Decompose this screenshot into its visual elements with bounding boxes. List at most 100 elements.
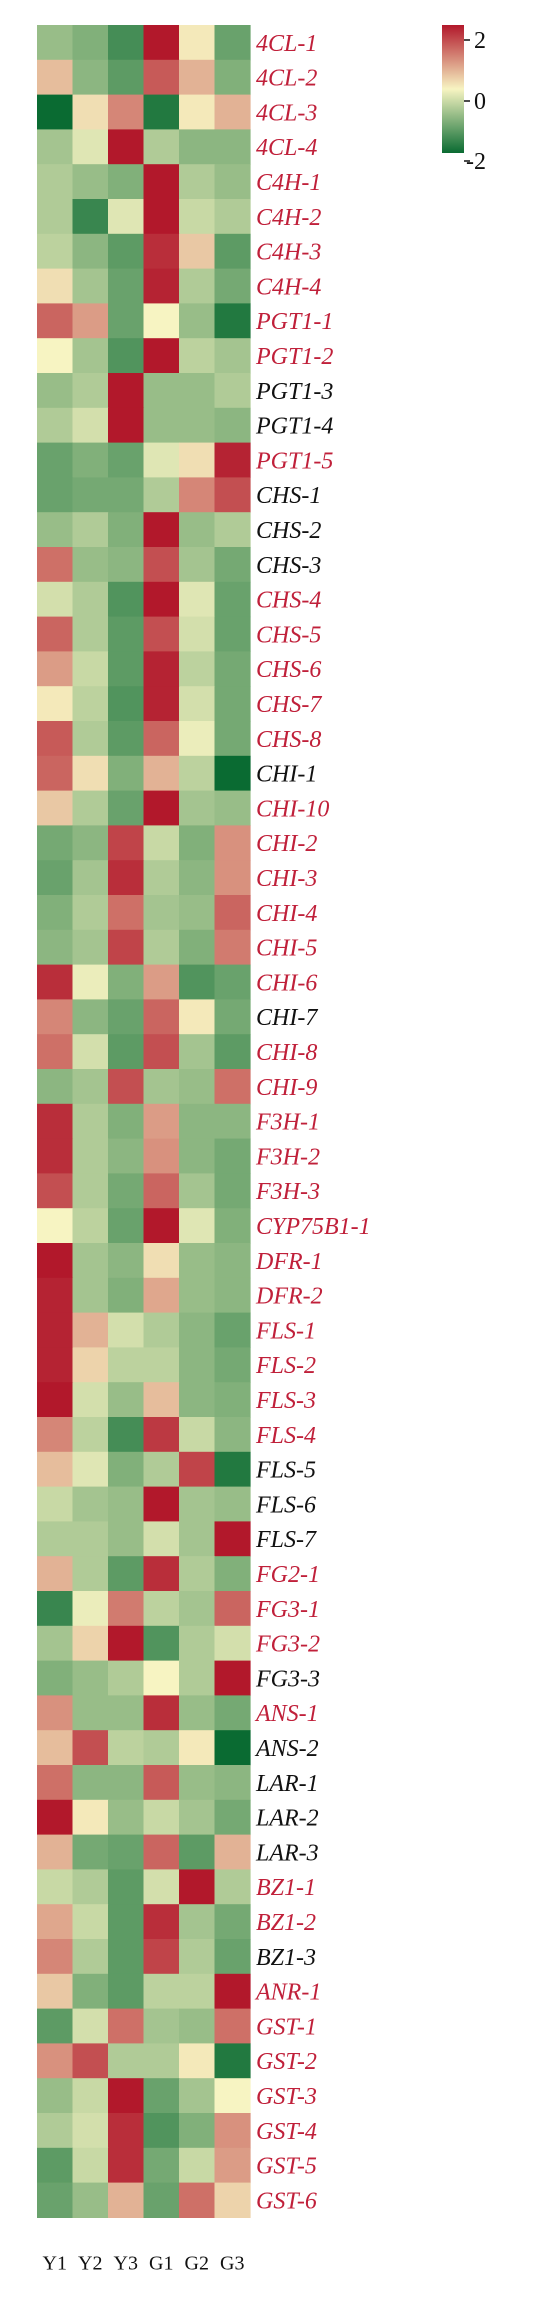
heatmap-cell: [179, 1034, 216, 1070]
heatmap-cell: [72, 477, 109, 513]
heatmap-cell: [37, 59, 74, 96]
heatmap-cell: [143, 825, 180, 861]
heatmap-cell: [143, 616, 180, 652]
heatmap-cell: [37, 1103, 74, 1140]
row-label: LAR-3: [255, 1840, 319, 1866]
heatmap-cell: [143, 1451, 180, 1488]
row-label: CHS-1: [256, 483, 321, 509]
heatmap-cell: [143, 1208, 180, 1244]
colorbar-tick-high: 2: [474, 28, 486, 54]
heatmap-cell: [143, 407, 180, 444]
heatmap-cell: [179, 1799, 216, 1836]
heatmap-cell: [143, 1730, 180, 1766]
heatmap-cell: [214, 477, 251, 513]
heatmap-cell: [108, 755, 145, 792]
heatmap-cell: [214, 233, 251, 270]
heatmap-cell: [214, 2008, 251, 2044]
heatmap-cell: [179, 929, 216, 966]
row-label: C4H-1: [256, 170, 321, 196]
heatmap-cell: [72, 1347, 109, 1383]
heatmap-cell: [143, 1973, 180, 2010]
heatmap-cell: [179, 1417, 216, 1453]
heatmap-cell: [72, 1591, 109, 1627]
heatmap-cell: [108, 1451, 145, 1488]
heatmap-cell: [37, 964, 74, 1000]
heatmap-cell: [108, 2182, 145, 2218]
row-label: CHI-10: [256, 796, 329, 822]
heatmap-cell: [72, 1034, 109, 1070]
heatmap-cell: [72, 1173, 109, 1209]
heatmap-cell: [72, 2008, 109, 2044]
heatmap-cell: [214, 1625, 251, 1662]
heatmap-cell: [143, 1591, 180, 1627]
row-label: BZ1-2: [256, 1910, 316, 1936]
heatmap-cell: [108, 1591, 145, 1627]
heatmap-cell: [143, 686, 180, 722]
heatmap-cell: [143, 129, 180, 165]
row-labels: 4CL-1 4CL-2 4CL-3 4CL-4 C4H-1 C4H-2 C4H-3 C4H-4…: [254, 31, 371, 2215]
row-label: C4H-3: [256, 240, 321, 266]
heatmap-cell: [37, 2182, 74, 2218]
heatmap-cell: [214, 94, 251, 130]
heatmap-cell: [179, 581, 216, 618]
heatmap-cell: [108, 1208, 145, 1244]
heatmap-cell: [72, 1799, 109, 1836]
heatmap-cell: [143, 2043, 180, 2079]
heatmap-cell: [108, 1417, 145, 1453]
heatmap-cell: [37, 1034, 74, 1070]
column-labels: Y1 Y2 Y3 G1 G2 G3: [43, 2252, 245, 2274]
heatmap-cell: [108, 373, 145, 409]
heatmap-cell: [214, 999, 251, 1035]
heatmap-cell: [108, 1103, 145, 1140]
heatmap-cell: [72, 860, 109, 896]
heatmap-cell: [37, 1973, 74, 2010]
heatmap-cell: [143, 1660, 180, 1696]
heatmap-cell: [179, 860, 216, 896]
heatmap-cell: [214, 1834, 251, 1870]
heatmap-cell: [72, 790, 109, 826]
heatmap-cell: [108, 1243, 145, 1279]
heatmap-cell: [72, 2147, 109, 2184]
heatmap-cell: [214, 964, 251, 1000]
row-label: GST-4: [256, 2119, 317, 2145]
heatmap-cell: [108, 895, 145, 931]
heatmap-cell: [72, 1277, 109, 1314]
heatmap-cell: [214, 581, 251, 618]
heatmap-cell: [179, 1103, 216, 1140]
heatmap-cell: [143, 1625, 180, 1662]
heatmap-cell: [37, 1312, 74, 1348]
heatmap-cell: [108, 1695, 145, 1731]
heatmap-cell: [37, 825, 74, 861]
heatmap-cell: [37, 442, 74, 478]
row-label: F3H-3: [255, 1179, 320, 1205]
heatmap-cell: [214, 1660, 251, 1696]
heatmap-cell: [214, 1939, 251, 1975]
heatmap-cell: [214, 1103, 251, 1140]
heatmap-cell: [72, 547, 109, 583]
row-label: LAR-2: [255, 1806, 319, 1832]
heatmap-cell: [72, 268, 109, 304]
heatmap-cell: [108, 338, 145, 374]
heatmap-cell: [72, 1069, 109, 1105]
heatmap-cell: [179, 373, 216, 409]
heatmap-cell: [143, 1521, 180, 1557]
heatmap-cell: [143, 303, 180, 339]
row-label: GST-2: [256, 2049, 317, 2075]
heatmap-cell: [214, 755, 251, 792]
heatmap-cell: [143, 1695, 180, 1731]
heatmap-cell: [108, 199, 145, 235]
heatmap-cell: [37, 895, 74, 931]
heatmap-cell: [214, 1973, 251, 2010]
heatmap-cell: [214, 373, 251, 409]
row-label: BZ1-1: [256, 1875, 316, 1901]
row-label: ANS-1: [254, 1701, 319, 1727]
heatmap-cell: [37, 25, 74, 61]
heatmap-cell: [179, 2008, 216, 2044]
heatmap-cell: [179, 721, 216, 757]
heatmap-cell: [214, 790, 251, 826]
heatmap-cell: [37, 1521, 74, 1557]
row-label: CHS-6: [256, 657, 321, 683]
heatmap-cell: [108, 1939, 145, 1975]
heatmap-cell: [179, 1382, 216, 1418]
heatmap-cell: [37, 1591, 74, 1627]
